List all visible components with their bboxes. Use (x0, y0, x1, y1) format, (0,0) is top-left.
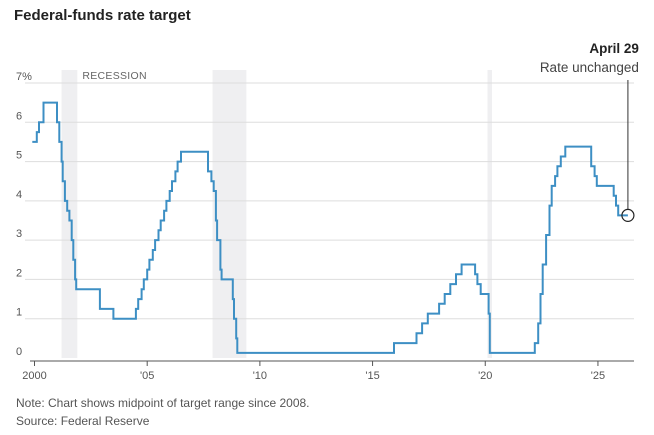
y-tick-label: 5 (16, 150, 22, 162)
y-tick-label: 4 (16, 189, 22, 201)
x-tick-label: '05 (140, 370, 154, 382)
x-tick-label: '20 (478, 370, 492, 382)
recession-label: RECESSION (82, 70, 147, 82)
x-tick-label: '15 (365, 370, 379, 382)
y-tick-label: 7% (16, 71, 32, 83)
y-tick-label: 3 (16, 228, 22, 240)
y-tick-label: 1 (16, 307, 22, 319)
y-tick-label: 2 (16, 267, 22, 279)
chart-source: Source: Federal Reserve (16, 414, 150, 428)
x-tick-label: '10 (253, 370, 267, 382)
chart-note: Note: Chart shows midpoint of target ran… (16, 396, 310, 410)
x-tick-label: '25 (591, 370, 605, 382)
x-axis: 2000 '05 '10 '15 '20 '25 (22, 361, 605, 382)
x-tick-label: 2000 (22, 370, 46, 382)
annotation-marker (621, 208, 635, 222)
recession-band-2 (487, 70, 493, 358)
y-tick-label: 6 (16, 110, 22, 122)
recession-shading (61, 70, 493, 358)
y-axis: 0 1 2 3 4 5 6 7% (16, 71, 32, 358)
chart-grid (25, 82, 634, 362)
recession-band-1 (212, 70, 247, 358)
annotation-text: Rate unchanged (540, 60, 639, 75)
y-tick-label: 0 (16, 346, 22, 358)
series-line-0 (32, 101, 628, 354)
annotation-layer: April 29 Rate unchanged (540, 41, 639, 222)
chart-title: Federal-funds rate target (14, 7, 191, 24)
series-layer (32, 101, 628, 354)
annotation-date: April 29 (589, 41, 639, 56)
